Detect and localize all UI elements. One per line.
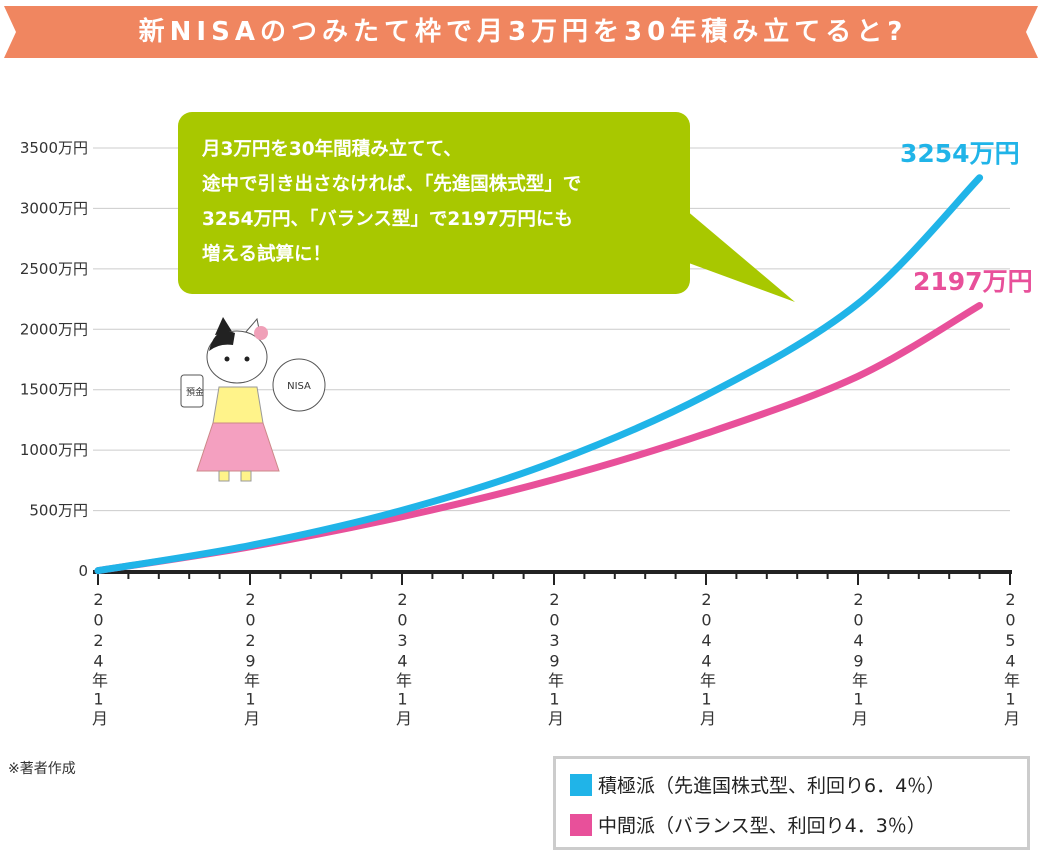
y-tick-label: 0 [78, 562, 88, 580]
x-tick-label: 2054年1月 [1001, 590, 1020, 728]
jar-label: 預金 [186, 386, 204, 398]
legend-swatch [570, 813, 592, 836]
x-tick-label: 2049年1月 [849, 590, 868, 728]
series-line [94, 174, 984, 575]
callout-bubble: 月3万円を30年間積み立てて、 途中で引き出さなければ、「先進国株式型」で 32… [178, 112, 690, 294]
y-tick-label: 3000万円 [20, 199, 88, 217]
legend-label: 中間派（バランス型、利回り4．3％） [598, 815, 926, 837]
y-tick-label: 2000万円 [20, 320, 88, 338]
series1-end-label: 3254万円 [900, 139, 1020, 168]
legend-item-series1: 積極派（先進国株式型、利回り6．4％） [570, 771, 945, 798]
cat-character-illustration: 預金 NISA [180, 317, 326, 482]
source-note: ※著者作成 [8, 761, 76, 777]
series2-end-label: 2197万円 [913, 267, 1033, 296]
y-tick-label: 2500万円 [20, 260, 88, 278]
legend-label: 積極派（先進国株式型、利回り6．4％） [598, 775, 946, 797]
x-tick-label: 2044年1月 [697, 590, 716, 728]
legend-swatch [570, 773, 592, 796]
x-tick-label: 2039年1月 [545, 590, 564, 728]
x-tick-label: 2024年1月 [89, 590, 108, 728]
chart-title: 新NISAのつみたて枠で月3万円を30年積み立てると? [138, 17, 908, 47]
y-tick-label: 3500万円 [20, 139, 88, 157]
legend: 積極派（先進国株式型、利回り6．4％） 中間派（バランス型、利回り4．3％） [553, 756, 1030, 850]
callout-line: 増える試算に！ [202, 244, 331, 265]
title-banner [4, 6, 1038, 58]
y-tick-label: 1500万円 [20, 381, 88, 399]
y-tick-label: 500万円 [29, 502, 88, 520]
nisa-sign-label: NISA [287, 381, 311, 392]
callout-line: 途中で引き出さなければ、「先進国株式型」で [202, 174, 582, 195]
x-tick-label: 2034年1月 [393, 590, 412, 728]
callout-line: 3254万円、「バランス型」で2197万円にも [202, 209, 573, 230]
y-tick-label: 1000万円 [20, 441, 88, 459]
legend-item-series2: 中間派（バランス型、利回り4．3％） [570, 811, 926, 838]
callout-line: 月3万円を30年間積み立てて、 [202, 139, 462, 160]
x-tick-label: 2029年1月 [241, 590, 260, 728]
